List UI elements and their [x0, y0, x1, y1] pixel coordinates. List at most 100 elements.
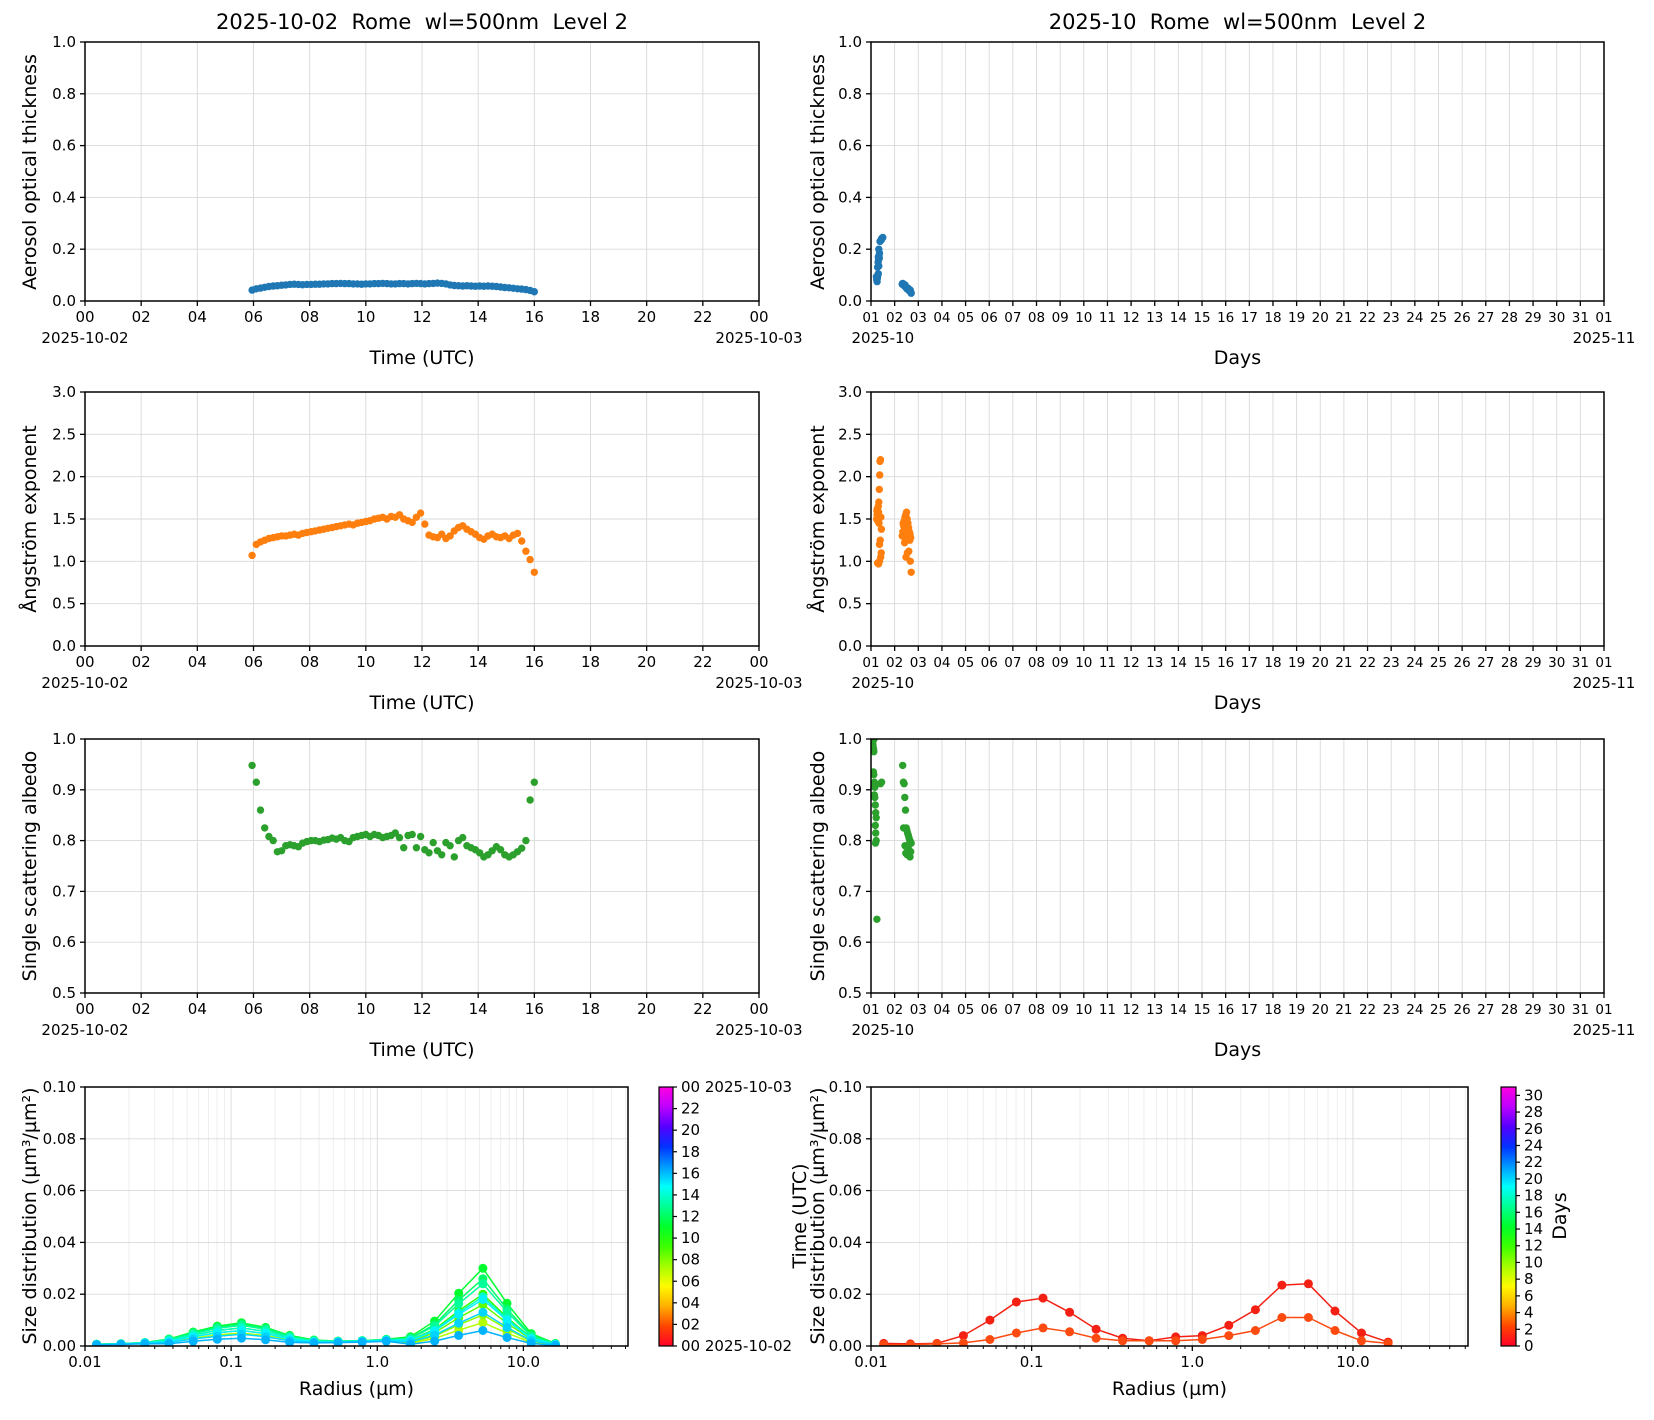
svg-text:06: 06 — [981, 310, 998, 326]
svg-text:0.5: 0.5 — [52, 595, 76, 613]
svg-text:09: 09 — [1052, 1002, 1069, 1018]
svg-text:14: 14 — [469, 308, 488, 326]
xlabel-ssa-time: Time (UTC) — [369, 1039, 475, 1061]
svg-text:2025-10: 2025-10 — [851, 1021, 914, 1039]
svg-text:04: 04 — [933, 310, 950, 326]
svg-text:22: 22 — [1359, 1002, 1376, 1018]
svg-text:1.0: 1.0 — [838, 33, 862, 51]
svg-text:15: 15 — [1193, 1002, 1210, 1018]
svg-text:12: 12 — [1123, 1002, 1140, 1018]
svg-text:09: 09 — [1052, 655, 1069, 671]
svg-text:01: 01 — [862, 310, 879, 326]
svg-text:0.01: 0.01 — [68, 1353, 101, 1371]
svg-text:16: 16 — [1524, 1203, 1543, 1221]
svg-text:13: 13 — [1146, 310, 1163, 326]
svg-text:16: 16 — [1217, 310, 1234, 326]
svg-text:0.08: 0.08 — [43, 1130, 76, 1148]
svg-text:2025-10-03: 2025-10-03 — [715, 674, 802, 692]
svg-text:22: 22 — [693, 653, 712, 671]
svg-text:01: 01 — [862, 1002, 879, 1018]
svg-text:17: 17 — [1241, 310, 1258, 326]
svg-text:0: 0 — [1524, 1337, 1534, 1355]
svg-text:0.04: 0.04 — [43, 1233, 76, 1251]
svg-text:03: 03 — [910, 310, 927, 326]
svg-text:0.06: 0.06 — [829, 1182, 862, 1200]
svg-text:0.6: 0.6 — [52, 933, 76, 951]
xlabel-aot-month: Days — [1213, 347, 1262, 369]
svg-text:2025-10-03: 2025-10-03 — [715, 1021, 802, 1039]
chart-angstrom-month: 01 02 03 04 05 06 07 08 09 10 11 12 13 14 15 16 17 18 19 20… — [838, 383, 1635, 692]
svg-text:6: 6 — [1524, 1287, 1534, 1305]
svg-text:17: 17 — [1241, 655, 1258, 671]
chart-ssa-month: 01 02 03 04 05 06 07 08 09 10 11 12 13 14 15 16 17 18 19 20… — [838, 730, 1635, 1039]
svg-text:17: 17 — [1241, 1002, 1258, 1018]
svg-text:18: 18 — [1524, 1187, 1543, 1205]
svg-text:12: 12 — [1123, 310, 1140, 326]
svg-text:08: 08 — [300, 308, 319, 326]
svg-text:26: 26 — [1454, 655, 1471, 671]
svg-text:0.5: 0.5 — [52, 984, 76, 1002]
svg-text:2025-10: 2025-10 — [851, 674, 914, 692]
svg-text:0.8: 0.8 — [838, 85, 862, 103]
svg-text:00: 00 — [749, 653, 768, 671]
svg-text:0.4: 0.4 — [838, 188, 862, 206]
svg-text:22: 22 — [1524, 1153, 1543, 1171]
svg-text:1.0: 1.0 — [838, 730, 862, 748]
chart-aot-time: 00 02 04 06 08 10 12 14 16 18 20 22 00 2025-10-02 2025… — [41, 33, 802, 347]
svg-text:1.0: 1.0 — [1180, 1353, 1204, 1371]
svg-text:15: 15 — [1193, 310, 1210, 326]
svg-text:06: 06 — [981, 655, 998, 671]
svg-text:10: 10 — [356, 653, 375, 671]
svg-text:0.5: 0.5 — [838, 984, 862, 1002]
svg-text:26: 26 — [1454, 310, 1471, 326]
svg-text:04: 04 — [933, 1002, 950, 1018]
svg-text:14: 14 — [1170, 655, 1187, 671]
svg-text:0.0: 0.0 — [52, 637, 76, 655]
svg-text:0.04: 0.04 — [829, 1233, 862, 1251]
svg-text:12: 12 — [1123, 655, 1140, 671]
svg-text:22: 22 — [693, 308, 712, 326]
svg-text:0.00: 0.00 — [829, 1337, 862, 1355]
svg-text:16: 16 — [525, 308, 544, 326]
svg-text:0.4: 0.4 — [52, 188, 76, 206]
chart-aot-month: 01 02 03 04 05 06 07 08 09 10 11 12 13 14 15 16 17 18 19 20… — [838, 33, 1635, 347]
svg-text:2.5: 2.5 — [52, 425, 76, 443]
svg-text:2025-11: 2025-11 — [1573, 674, 1636, 692]
svg-text:30: 30 — [1524, 1086, 1543, 1104]
svg-text:10: 10 — [1075, 310, 1092, 326]
svg-text:2025-10-02: 2025-10-02 — [41, 1021, 128, 1039]
svg-text:11: 11 — [1099, 1002, 1116, 1018]
svg-text:14: 14 — [681, 1186, 700, 1204]
svg-text:18: 18 — [581, 1000, 600, 1018]
svg-text:18: 18 — [581, 653, 600, 671]
svg-text:16: 16 — [1217, 1002, 1234, 1018]
svg-text:06: 06 — [981, 1002, 998, 1018]
xlabel-aot-time: Time (UTC) — [369, 347, 475, 369]
svg-text:21: 21 — [1335, 310, 1352, 326]
svg-text:3.0: 3.0 — [838, 383, 862, 401]
xlabel-ssa-month: Days — [1213, 1039, 1262, 1061]
svg-text:0.01: 0.01 — [854, 1353, 887, 1371]
svg-text:0.7: 0.7 — [838, 882, 862, 900]
svg-text:2.0: 2.0 — [838, 468, 862, 486]
xlabel-angstrom-month: Days — [1213, 692, 1262, 714]
left-column-title: 2025-10-02 Rome wl=500nm Level 2 — [216, 10, 628, 34]
svg-text:01: 01 — [862, 655, 879, 671]
svg-text:03: 03 — [910, 655, 927, 671]
svg-text:0.5: 0.5 — [838, 595, 862, 613]
svg-text:14: 14 — [1170, 1002, 1187, 1018]
svg-text:00 2025-10-03: 00 2025-10-03 — [681, 1078, 792, 1096]
svg-text:14: 14 — [469, 1000, 488, 1018]
svg-text:0.02: 0.02 — [43, 1285, 76, 1303]
svg-text:07: 07 — [1004, 310, 1021, 326]
svg-text:19: 19 — [1288, 1002, 1305, 1018]
svg-text:28: 28 — [1524, 1103, 1543, 1121]
svg-text:2025-11: 2025-11 — [1573, 329, 1636, 347]
svg-text:18: 18 — [1264, 1002, 1281, 1018]
svg-text:10: 10 — [1524, 1253, 1543, 1271]
svg-text:12: 12 — [412, 308, 431, 326]
svg-text:1.5: 1.5 — [838, 510, 862, 528]
svg-text:2.5: 2.5 — [838, 425, 862, 443]
svg-text:31: 31 — [1572, 310, 1589, 326]
svg-text:26: 26 — [1524, 1120, 1543, 1138]
